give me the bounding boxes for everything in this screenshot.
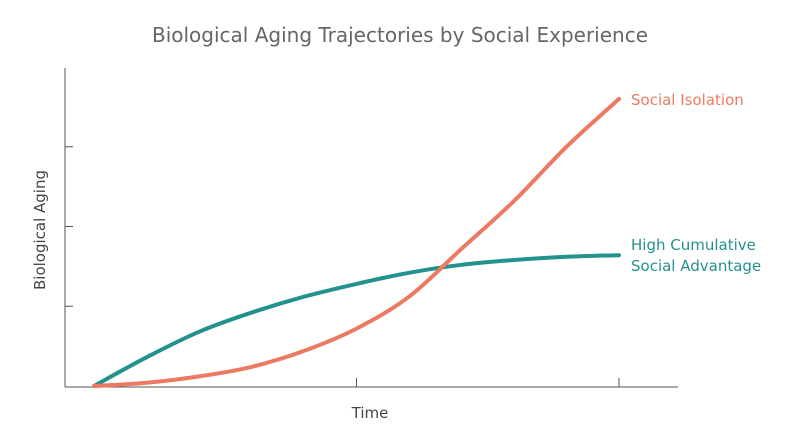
y-axis-label: Biological Aging (31, 170, 49, 290)
series-label-2: High Cumulative Social Advantage (631, 236, 761, 275)
series-label-line: Social Advantage (631, 257, 761, 275)
series-label-line: High Cumulative (631, 236, 756, 254)
series-group (92, 96, 621, 388)
x-axis-label: Time (351, 404, 389, 422)
series-labels: Social Isolation High Cumulative Social Ad… (631, 91, 761, 275)
chart-title: Biological Aging Trajectories by Social … (152, 23, 648, 47)
series-line-2 (92, 253, 621, 388)
series-line-1 (92, 96, 621, 388)
series-label-1: Social Isolation (631, 91, 744, 109)
axis-ticks (65, 146, 620, 387)
series-label-line: Social Isolation (631, 91, 744, 109)
